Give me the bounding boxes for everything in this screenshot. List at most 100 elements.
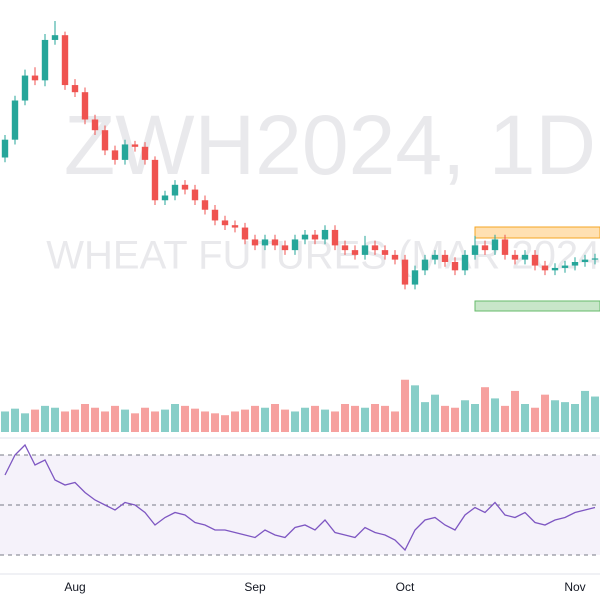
candle-body	[221, 220, 229, 226]
candle-body	[151, 159, 159, 201]
x-tick-label: Nov	[564, 580, 585, 594]
candle-body	[591, 258, 599, 260]
volume-bar	[191, 408, 199, 432]
candle-body	[171, 184, 179, 196]
candle-body	[381, 250, 389, 255]
volume-bar	[581, 390, 589, 432]
volume-bar	[41, 405, 49, 432]
candle-body	[101, 130, 109, 151]
volume-bar	[491, 398, 499, 432]
candle-body	[31, 75, 39, 81]
volume-bar	[121, 409, 129, 432]
volume-bar	[151, 411, 159, 432]
volume-bar	[371, 404, 379, 432]
candle-body	[551, 267, 559, 271]
volume-bar	[221, 415, 229, 432]
candle-body	[81, 92, 89, 120]
volume-bar	[341, 404, 349, 432]
volume-bar	[441, 405, 449, 432]
candle-body	[501, 239, 509, 255]
volume-bar	[541, 394, 549, 432]
volume-bar	[211, 413, 219, 432]
candle-body	[531, 254, 539, 266]
candle-body	[351, 250, 359, 255]
candle-body	[421, 259, 429, 271]
volume-bar	[71, 409, 79, 432]
candle-body	[71, 85, 79, 93]
volume-bar	[381, 405, 389, 432]
candle-body	[481, 245, 489, 251]
candle-body	[51, 35, 59, 40]
volume-bar	[101, 411, 109, 432]
volume-bar	[411, 385, 419, 432]
candle-body	[471, 245, 479, 255]
volume-bar	[11, 408, 19, 432]
volume-bar	[511, 390, 519, 432]
volume-bar	[331, 411, 339, 432]
volume-bar	[501, 405, 509, 432]
volume-bar	[131, 413, 139, 432]
volume-bar	[401, 379, 409, 432]
volume-bar	[201, 411, 209, 432]
volume-bar	[181, 405, 189, 432]
volume-bar	[1, 411, 9, 432]
candle-body	[401, 259, 409, 285]
candle-body	[131, 144, 139, 147]
volume-bar	[261, 407, 269, 432]
volume-bar	[161, 409, 169, 432]
x-tick-label: Oct	[396, 580, 415, 594]
candle-body	[371, 245, 379, 251]
volume-bar	[351, 405, 359, 432]
volume-bar	[431, 394, 439, 432]
volume-bar	[461, 400, 469, 432]
candle-body	[491, 239, 499, 251]
volume-bar	[421, 402, 429, 432]
x-tick-label: Aug	[64, 580, 85, 594]
candle-body	[111, 150, 119, 160]
candle-body	[311, 234, 319, 240]
candle-body	[441, 254, 449, 262]
volume-bar	[21, 413, 29, 432]
candle-body	[271, 239, 279, 246]
volume-bar	[31, 409, 39, 432]
candle-body	[11, 100, 19, 140]
candle-body	[161, 195, 169, 201]
candle-body	[461, 254, 469, 271]
candle-body	[21, 75, 29, 101]
volume-bar	[571, 404, 579, 432]
volume-bar	[281, 409, 289, 432]
candle-body	[331, 229, 339, 246]
candle-body	[121, 144, 129, 160]
candle-body	[451, 262, 459, 271]
candle-body	[191, 189, 199, 201]
candle-body	[91, 119, 99, 131]
volume-bar	[301, 407, 309, 432]
candle-body	[431, 254, 439, 260]
volume-bar	[141, 407, 149, 432]
volume-bar	[561, 402, 569, 432]
volume-bar	[81, 404, 89, 432]
candle-body	[281, 245, 289, 251]
candle-body	[231, 225, 239, 228]
candle-body	[291, 239, 299, 251]
volume-bar	[271, 404, 279, 432]
candle-body	[521, 254, 529, 260]
volume-bar	[311, 405, 319, 432]
volume-bar	[531, 407, 539, 432]
volume-bar	[591, 396, 599, 432]
volume-bar	[471, 404, 479, 432]
volume-bar	[51, 407, 59, 432]
zone-box	[474, 226, 600, 239]
volume-bar	[361, 407, 369, 432]
candle-body	[321, 229, 329, 240]
candle-body	[141, 146, 149, 160]
candle-body	[1, 139, 9, 158]
candle-body	[241, 227, 249, 240]
volume-bar	[521, 404, 529, 432]
volume-bar	[61, 411, 69, 432]
zone-box	[474, 300, 600, 312]
rsi-line	[4, 443, 596, 552]
candle-body	[61, 35, 69, 86]
candle-body	[341, 245, 349, 251]
